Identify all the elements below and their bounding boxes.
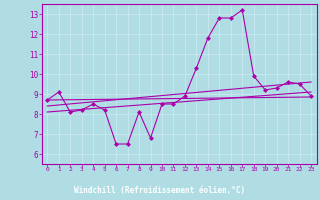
Text: Windchill (Refroidissement éolien,°C): Windchill (Refroidissement éolien,°C)	[75, 186, 245, 196]
